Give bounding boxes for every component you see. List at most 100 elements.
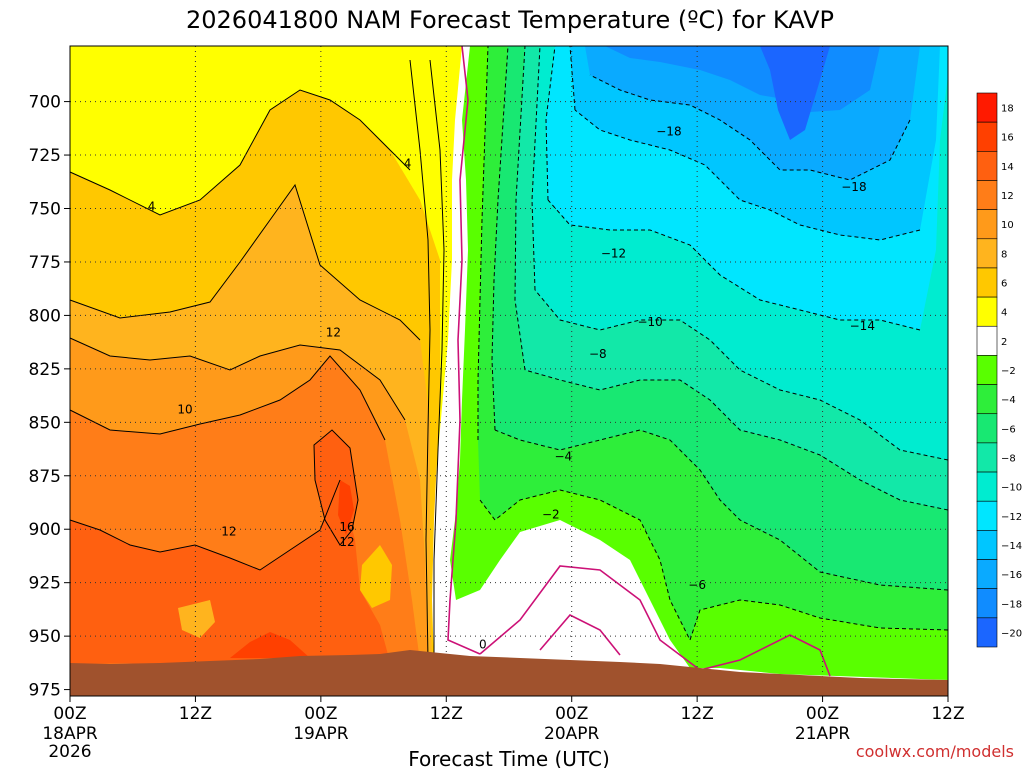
colorbar-swatch — [976, 180, 998, 210]
cold-contour-line — [531, 45, 541, 291]
color-band-warm-4to6 — [360, 545, 392, 608]
contour-label: 16 — [339, 520, 354, 534]
chart-title: 2026041800 NAM Forecast Temperature (ºC)… — [186, 6, 834, 34]
x-tick-label: 00Z — [304, 704, 337, 724]
y-tick-label: 825 — [29, 360, 61, 380]
colorbar-label: −10 — [1001, 483, 1022, 494]
color-band-warm-6to8 — [178, 600, 215, 638]
cold-contour-line — [547, 199, 921, 331]
colorbar-swatch — [976, 530, 998, 560]
contour-label: −18 — [841, 180, 866, 194]
contour-label: 0 — [479, 638, 487, 652]
warm-contour-line — [313, 429, 359, 546]
contour-label: −12 — [601, 246, 626, 260]
colorbar-label: 16 — [1001, 133, 1014, 144]
colorbar-swatch — [976, 559, 998, 589]
cold-contour-line — [514, 45, 526, 371]
freezing-line — [447, 45, 481, 655]
colorbar-swatch — [976, 588, 998, 619]
warm-contour-line — [69, 337, 406, 421]
freezing-line — [479, 565, 831, 677]
y-tick-label: 775 — [29, 253, 61, 273]
plot-frame — [69, 45, 949, 697]
colorbar-label: 10 — [1001, 220, 1014, 231]
y-tick-label: 700 — [29, 93, 61, 113]
warm-contour-line — [409, 59, 431, 661]
color-band-warm-14to16 — [338, 480, 354, 535]
colorbar-label: −18 — [1001, 599, 1022, 610]
y-tick-label: 750 — [29, 200, 61, 220]
freezing-line — [539, 614, 621, 656]
warm-contour-line — [69, 89, 411, 216]
contour-label: −2 — [542, 507, 560, 521]
colorbar-swatch — [976, 296, 998, 327]
colorbar-swatch — [976, 209, 998, 240]
warm-contour-line — [429, 59, 445, 660]
colorbar-label: −16 — [1001, 570, 1022, 581]
colorbar-label: 2 — [1001, 337, 1007, 348]
colorbar-label: −20 — [1001, 628, 1022, 639]
color-band-cold-m20 — [760, 46, 830, 140]
color-band-warm-12to14 — [70, 480, 390, 664]
terrain-surface — [70, 650, 948, 696]
y-tick-label: 925 — [29, 574, 61, 594]
colorbar-swatch — [976, 500, 998, 531]
y-tick-label: 800 — [29, 306, 61, 326]
contour-label: 4 — [404, 157, 412, 171]
contour-label: −18 — [656, 125, 681, 139]
y-tick-label: 850 — [29, 413, 61, 433]
x-date-label: 18APR — [42, 724, 98, 744]
colorbar-swatch — [976, 471, 998, 502]
colorbar-label: −2 — [1001, 366, 1016, 377]
contour-label: −4 — [555, 450, 573, 464]
colorbar-swatch — [976, 267, 998, 298]
colorbar-swatch — [976, 442, 998, 473]
y-axis: 700 725 750 775 800 825 850 875 900 925 950 975 — [29, 93, 70, 701]
warm-contour-line — [69, 183, 421, 341]
colorbar-swatch — [976, 238, 998, 269]
colorbar-swatch — [976, 325, 998, 356]
contour-label: −8 — [589, 347, 607, 361]
contour-label: 4 — [148, 199, 156, 213]
x-axis-label: Forecast Time (UTC) — [408, 747, 610, 768]
credit-link[interactable]: coolwx.com/models — [856, 742, 1014, 761]
colorbar-swatch — [976, 617, 998, 648]
x-tick-label: 00Z — [53, 704, 86, 724]
y-tick-label: 975 — [29, 681, 61, 701]
x-date-label: 19APR — [293, 724, 349, 744]
warm-contour-line — [69, 355, 386, 441]
y-tick-label: 875 — [29, 467, 61, 487]
colorbar-swatch — [976, 413, 998, 444]
contour-label: −6 — [688, 578, 706, 592]
colorbar-label: 4 — [1001, 308, 1007, 319]
y-tick-label: 950 — [29, 627, 61, 647]
colorbar-label: −4 — [1001, 395, 1016, 406]
colorbar-label: −14 — [1001, 541, 1022, 552]
cold-contour-line — [494, 429, 949, 591]
contour-label: −10 — [637, 315, 662, 329]
x-tick-label: 12Z — [931, 704, 964, 724]
colorbar-swatch — [976, 355, 998, 385]
cold-contour-line — [569, 45, 576, 111]
contour-label: 12 — [326, 326, 341, 340]
x-year-label: 2026 — [48, 742, 91, 762]
x-date-label: 20APR — [544, 724, 600, 744]
colorbar-swatch — [976, 121, 998, 152]
x-tick-label: 12Z — [430, 704, 463, 724]
cold-contour-line — [589, 74, 911, 181]
x-tick-label: 12Z — [681, 704, 714, 724]
cold-contour-line — [545, 45, 556, 201]
x-tick-label: 00Z — [806, 704, 839, 724]
y-tick-label: 900 — [29, 520, 61, 540]
color-band-warm-14to16 — [230, 632, 310, 658]
x-date-label: 21APR — [795, 724, 851, 744]
colorbar-label: 6 — [1001, 279, 1007, 290]
colorbar-label: 8 — [1001, 249, 1007, 260]
x-tick-label: 12Z — [179, 704, 212, 724]
cold-contour-line — [491, 45, 509, 431]
warm-contour-line — [69, 479, 341, 571]
colorbar: 18 16 14 12 10 8 6 4 2 −2 −4 −6 −8 −10 −12 −14 −16 −18 −20 — [976, 92, 1022, 648]
cold-contour-line — [477, 45, 489, 440]
